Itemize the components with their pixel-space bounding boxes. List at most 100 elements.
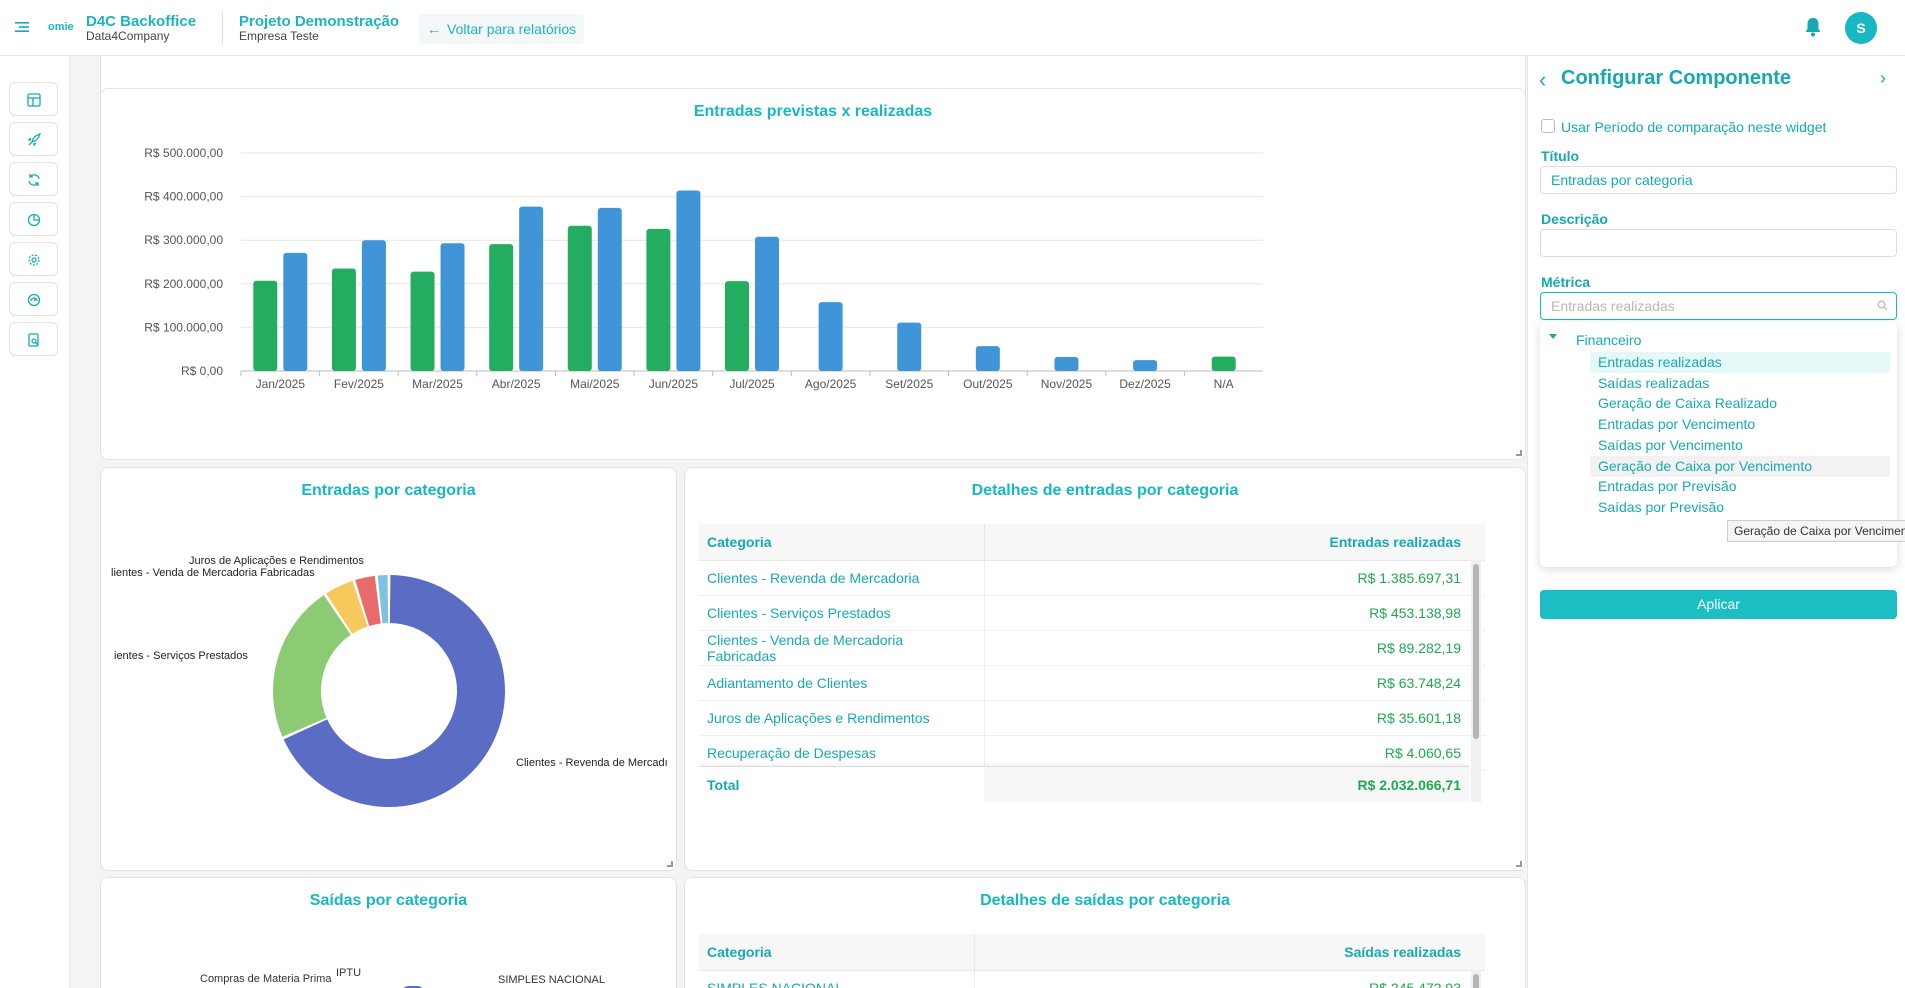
descricao-input[interactable] bbox=[1540, 229, 1897, 257]
resize-handle[interactable] bbox=[1516, 450, 1522, 456]
bar-series-1[interactable] bbox=[253, 280, 278, 371]
table-row[interactable]: Recuperação de Despesas R$ 4.060,65 bbox=[699, 735, 1485, 771]
rail-dashboard-button[interactable] bbox=[9, 82, 58, 116]
bar-series-2[interactable] bbox=[755, 236, 779, 371]
rail-chart-button[interactable] bbox=[9, 202, 58, 236]
bar-series-2[interactable] bbox=[361, 240, 386, 371]
donut-chart: Juros de Aplicações e Rendimentoslientes… bbox=[111, 555, 668, 807]
table-row[interactable]: Adiantamento de Clientes R$ 63.748,24 bbox=[699, 665, 1485, 701]
metric-option[interactable]: Entradas realizadas bbox=[1590, 352, 1890, 373]
bar-series-1[interactable] bbox=[331, 268, 356, 371]
table-scrollbar[interactable] bbox=[1471, 970, 1481, 988]
row-category[interactable]: Clientes - Revenda de Mercadoria bbox=[699, 560, 985, 596]
user-avatar[interactable]: S bbox=[1845, 12, 1877, 44]
panel-title: Configurar Componente bbox=[1561, 67, 1791, 89]
table-row[interactable]: SIMPLES NACIONAL -R$ 245.472,93 bbox=[699, 970, 1485, 988]
bar-series-2[interactable] bbox=[1133, 360, 1158, 371]
metrica-placeholder: Entradas realizadas bbox=[1551, 298, 1675, 314]
bar-series-2[interactable] bbox=[283, 252, 308, 371]
table-row[interactable]: Clientes - Serviços Prestados R$ 453.138,… bbox=[699, 595, 1485, 631]
bar-series-1[interactable] bbox=[1211, 356, 1236, 371]
search-icon bbox=[1877, 300, 1888, 311]
total-value-bg bbox=[984, 767, 1469, 802]
donut-slice[interactable] bbox=[355, 575, 381, 626]
bar-series-1[interactable] bbox=[489, 244, 514, 371]
comparison-period-checkbox[interactable] bbox=[1541, 119, 1555, 133]
metric-option[interactable]: Entradas por Vencimento bbox=[1598, 416, 1756, 433]
row-category[interactable]: Recuperação de Despesas bbox=[699, 735, 985, 771]
metric-option[interactable]: Entradas por Previsão bbox=[1598, 478, 1737, 495]
rail-gauge-button[interactable] bbox=[9, 282, 58, 316]
bar-series-1[interactable] bbox=[646, 228, 671, 371]
table-scroll-thumb[interactable] bbox=[1473, 974, 1479, 988]
arrow-left-icon: ← bbox=[427, 21, 441, 37]
top-bar: omie D4C Backoffice Data4Company Projeto… bbox=[0, 0, 1905, 56]
y-tick-label: R$ 300.000,00 bbox=[144, 233, 223, 247]
table-row[interactable]: Juros de Aplicações e Rendimentos R$ 35.6… bbox=[699, 700, 1485, 736]
column-header-saidas[interactable]: Saídas realizadas bbox=[974, 934, 1485, 971]
column-header-categoria[interactable]: Categoria bbox=[699, 524, 985, 561]
bar-series-1[interactable] bbox=[725, 281, 749, 371]
rail-sync-button[interactable] bbox=[9, 162, 58, 196]
resize-handle[interactable] bbox=[667, 861, 673, 867]
metrica-select[interactable]: Entradas realizadas bbox=[1540, 292, 1897, 320]
column-header-entradas[interactable]: Entradas realizadas bbox=[984, 524, 1485, 561]
saidas-table: Categoria Saídas realizadas SIMPLES NACI… bbox=[699, 934, 1485, 988]
rail-rocket-button[interactable] bbox=[9, 122, 58, 156]
total-value: R$ 2.032.066,71 bbox=[1357, 777, 1461, 793]
bar-series-1[interactable] bbox=[567, 225, 592, 371]
bar-series-1[interactable] bbox=[410, 271, 435, 371]
bar-series-2[interactable] bbox=[897, 322, 922, 371]
chart-title: Entradas previstas x realizadas bbox=[693, 103, 933, 120]
x-tick-label: N/A bbox=[1214, 377, 1234, 391]
row-category[interactable]: Adiantamento de Clientes bbox=[699, 665, 985, 701]
bar-series-2[interactable] bbox=[519, 206, 544, 371]
metric-option[interactable]: Saídas por Vencimento bbox=[1598, 436, 1743, 453]
comparison-period-label[interactable]: Usar Período de comparação neste widget bbox=[1561, 119, 1827, 135]
donut-slice[interactable] bbox=[283, 575, 505, 807]
apply-button[interactable]: Aplicar bbox=[1540, 590, 1897, 619]
left-rail bbox=[0, 56, 70, 988]
table-row[interactable]: Clientes - Revenda de Mercadoria R$ 1.385… bbox=[699, 560, 1485, 596]
metric-option[interactable]: Saídas por Previsão bbox=[1598, 498, 1725, 515]
bar-series-2[interactable] bbox=[440, 243, 465, 371]
resize-handle[interactable] bbox=[1516, 861, 1522, 867]
row-category[interactable]: Clientes - Serviços Prestados bbox=[699, 595, 985, 631]
row-category[interactable]: SIMPLES NACIONAL bbox=[699, 970, 975, 988]
bar-series-2[interactable] bbox=[1054, 357, 1079, 371]
table-scrollbar[interactable] bbox=[1471, 560, 1481, 802]
y-tick-label: R$ 400.000,00 bbox=[144, 190, 223, 204]
bar-series-2[interactable] bbox=[975, 346, 1000, 371]
donut-label: Juros de Aplicações e Rendimentos bbox=[189, 555, 364, 567]
row-category[interactable]: Clientes - Venda de Mercadoria Fabricada… bbox=[699, 630, 985, 666]
metric-option[interactable]: Geração de Caixa por Vencimento bbox=[1590, 455, 1890, 477]
row-value: R$ 89.282,19 bbox=[984, 630, 1485, 666]
chevron-right-icon[interactable]: › bbox=[1880, 68, 1886, 88]
donut-slice[interactable] bbox=[273, 595, 351, 737]
rail-report-button[interactable] bbox=[9, 322, 58, 356]
metrica-label: Métrica bbox=[1541, 274, 1591, 290]
table-row[interactable]: Clientes - Venda de Mercadoria Fabricada… bbox=[699, 630, 1485, 666]
brand-subtitle: Data4Company bbox=[86, 29, 170, 43]
donut-slice[interactable] bbox=[326, 580, 368, 634]
back-to-reports-button[interactable]: ← Voltar para relatórios bbox=[419, 14, 585, 44]
table-scroll-thumb[interactable] bbox=[1473, 564, 1479, 739]
chevron-left-icon[interactable]: ‹ bbox=[1539, 67, 1547, 92]
dropdown-group-financeiro[interactable]: Financeiro bbox=[1576, 332, 1642, 348]
metric-option[interactable]: Geração de Caixa Realizado bbox=[1598, 395, 1777, 412]
titulo-input[interactable]: Entradas por categoria bbox=[1540, 166, 1897, 194]
x-tick-label: Jul/2025 bbox=[729, 377, 775, 391]
rail-settings-button[interactable] bbox=[9, 242, 58, 276]
bell-icon[interactable] bbox=[1804, 17, 1822, 37]
bar-series-2[interactable] bbox=[818, 302, 843, 371]
saidas-donut-top bbox=[401, 986, 425, 988]
bar-series-2[interactable] bbox=[597, 207, 622, 371]
row-value: R$ 4.060,65 bbox=[984, 735, 1485, 771]
metric-option[interactable]: Saídas realizadas bbox=[1598, 374, 1710, 391]
caret-down-icon[interactable] bbox=[1549, 334, 1557, 339]
column-header-categoria[interactable]: Categoria bbox=[699, 934, 975, 971]
donut-slice[interactable] bbox=[377, 575, 389, 624]
row-category[interactable]: Juros de Aplicações e Rendimentos bbox=[699, 700, 985, 736]
bar-series-2[interactable] bbox=[676, 190, 701, 371]
menu-icon[interactable] bbox=[14, 19, 30, 35]
